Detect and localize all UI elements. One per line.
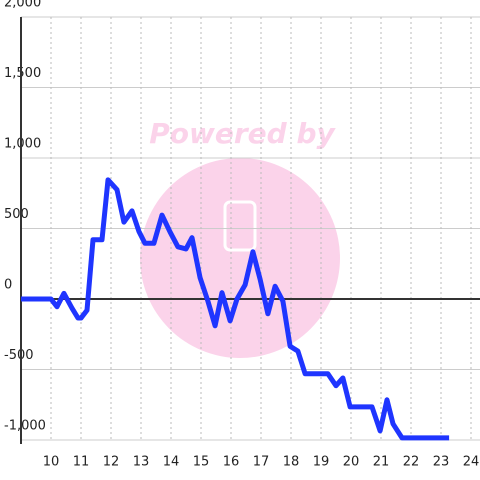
y-tick-label: -500: [4, 348, 34, 363]
y-tick-label: 1,500: [4, 66, 41, 81]
watermark-text: Powered by: [149, 117, 336, 150]
x-tick-label: 12: [103, 455, 120, 470]
x-tick-label: 19: [313, 455, 330, 470]
y-tick-label: 2,000: [4, 0, 41, 11]
x-tick-label: 20: [343, 455, 360, 470]
y-tick-label: -1,000: [4, 419, 46, 434]
data-line: [21, 177, 450, 441]
x-tick-label: 10: [43, 455, 60, 470]
x-tick-label: 18: [283, 455, 300, 470]
x-tick-label: 11: [73, 455, 90, 470]
x-tick-label: 22: [403, 455, 420, 470]
watermark-circle: [140, 158, 340, 358]
x-tick-label: 13: [133, 455, 150, 470]
x-tick-label: 14: [163, 455, 180, 470]
y-tick-label: 500: [4, 207, 29, 222]
x-tick-label: 21: [373, 455, 390, 470]
x-tick-label: 16: [223, 455, 240, 470]
x-tick-label: 17: [253, 455, 270, 470]
x-tick-label: 23: [433, 455, 450, 470]
x-tick-label: 15: [193, 455, 210, 470]
y-tick-label: 1,000: [4, 137, 41, 152]
y-tick-label: 0: [4, 278, 12, 293]
watermark-logo: [223, 200, 257, 252]
x-tick-label: 24: [463, 455, 480, 470]
